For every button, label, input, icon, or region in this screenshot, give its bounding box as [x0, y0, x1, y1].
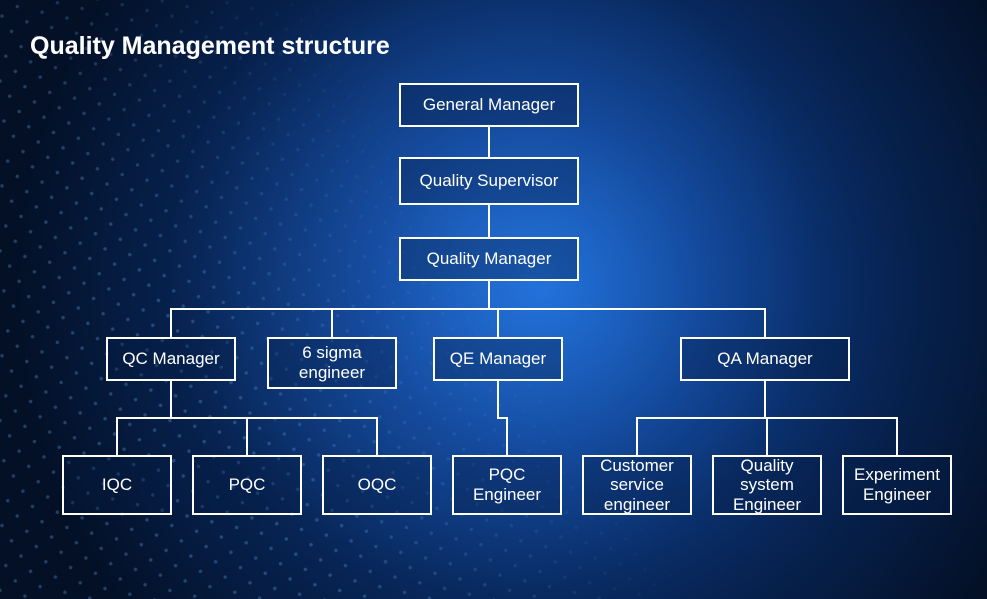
org-node-label: OQC	[358, 475, 397, 495]
org-node-pqc: PQC	[192, 455, 302, 515]
org-node-pqc_eng: PQC Engineer	[452, 455, 562, 515]
org-node-qe_mgr: QE Manager	[433, 337, 563, 381]
org-node-label: QC Manager	[122, 349, 219, 369]
org-node-label: Quality Manager	[427, 249, 552, 269]
org-node-six_sigma: 6 sigma engineer	[267, 337, 397, 389]
org-node-qs: Quality Supervisor	[399, 157, 579, 205]
org-node-q_sys_eng: Quality system Engineer	[712, 455, 822, 515]
org-node-qa_mgr: QA Manager	[680, 337, 850, 381]
org-node-qc_mgr: QC Manager	[106, 337, 236, 381]
org-node-label: Customer service engineer	[600, 456, 674, 515]
org-node-qm: Quality Manager	[399, 237, 579, 281]
org-node-oqc: OQC	[322, 455, 432, 515]
org-node-exp_eng: Experiment Engineer	[842, 455, 952, 515]
org-node-label: PQC Engineer	[473, 465, 541, 504]
org-node-label: IQC	[102, 475, 132, 495]
org-chart-slide: Quality Management structure General Man…	[0, 0, 987, 599]
org-node-label: Quality system Engineer	[733, 456, 801, 515]
slide-title: Quality Management structure	[30, 32, 390, 61]
org-node-cust_svc: Customer service engineer	[582, 455, 692, 515]
org-node-label: PQC	[229, 475, 266, 495]
org-node-label: 6 sigma engineer	[299, 343, 365, 382]
org-node-iqc: IQC	[62, 455, 172, 515]
org-node-label: Experiment Engineer	[854, 465, 940, 504]
org-node-label: Quality Supervisor	[420, 171, 559, 191]
org-node-label: QE Manager	[450, 349, 546, 369]
org-node-gm: General Manager	[399, 83, 579, 127]
org-node-label: General Manager	[423, 95, 555, 115]
org-node-label: QA Manager	[717, 349, 812, 369]
